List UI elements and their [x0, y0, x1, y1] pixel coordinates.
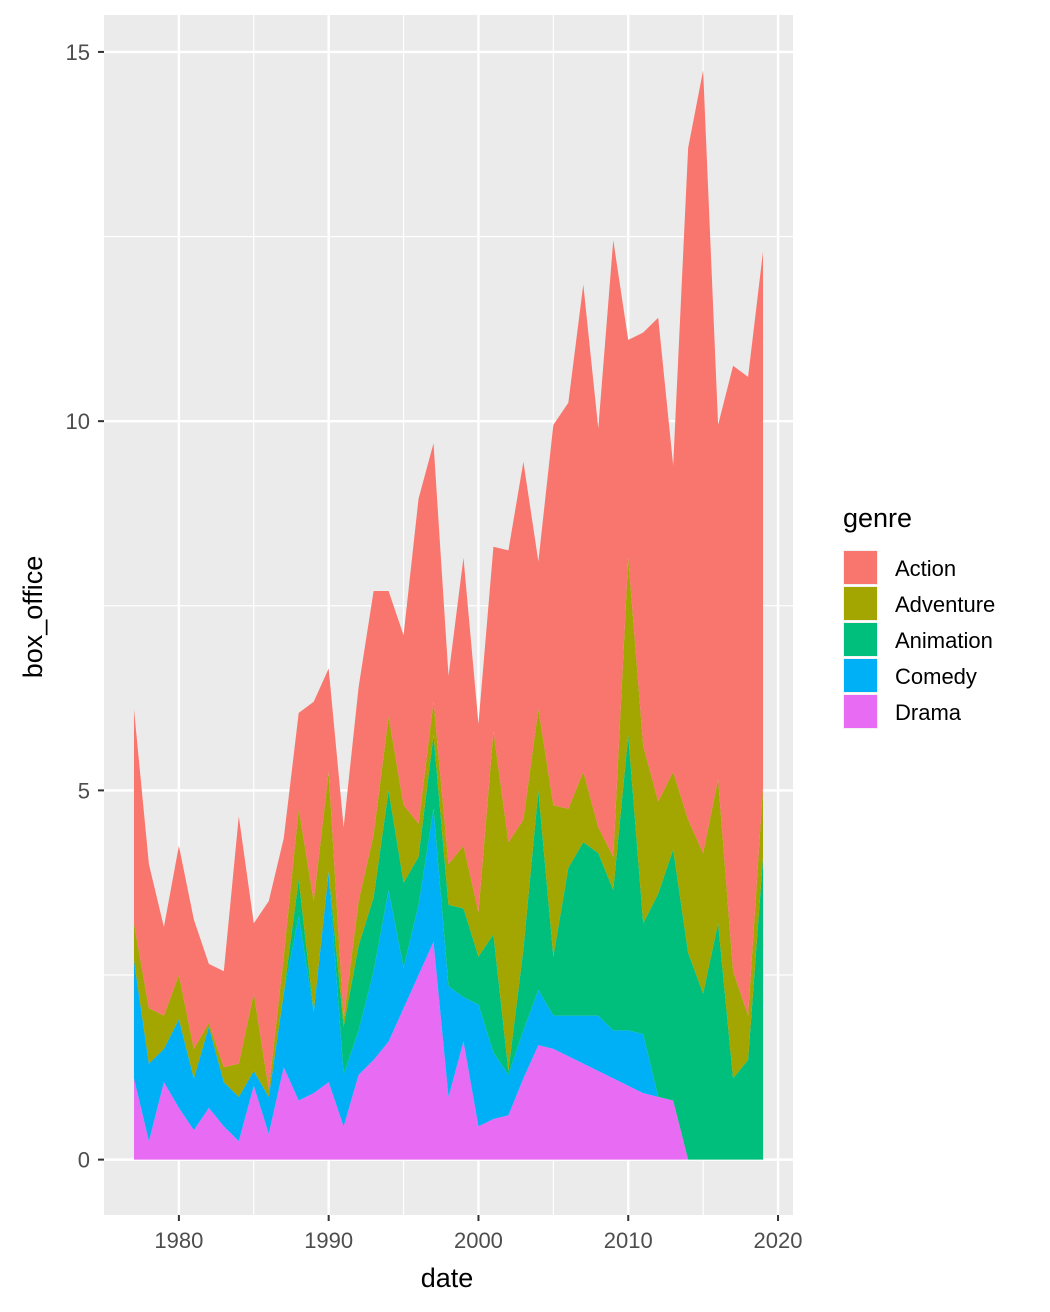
y-tick-label: 15: [66, 40, 90, 65]
legend-label-animation: Animation: [895, 628, 993, 653]
legend-label-comedy: Comedy: [895, 664, 977, 689]
area-series: [133, 70, 764, 1160]
x-tick-label: 2020: [754, 1228, 803, 1253]
legend: genre Action Adventure Animation Comedy Dram…: [843, 503, 995, 729]
y-tick-label: 0: [78, 1148, 90, 1173]
legend-label-adventure: Adventure: [895, 592, 995, 617]
legend-swatch-drama: [844, 695, 877, 728]
y-tick-label: 10: [66, 409, 90, 434]
x-tick-label: 2000: [454, 1228, 503, 1253]
legend-swatch-adventure: [844, 587, 877, 620]
y-tick-label: 5: [78, 778, 90, 803]
legend-label-action: Action: [895, 556, 956, 581]
x-tick-label: 1990: [304, 1228, 353, 1253]
x-axis-title: date: [421, 1263, 474, 1293]
legend-label-drama: Drama: [895, 700, 962, 725]
x-tick-label: 1980: [154, 1228, 203, 1253]
legend-title: genre: [843, 503, 912, 533]
legend-swatch-animation: [844, 623, 877, 656]
area-comedy: [133, 808, 764, 1160]
area-adventure: [133, 557, 764, 1097]
area-animation: [133, 735, 764, 1160]
legend-swatch-action: [844, 551, 877, 584]
y-axis-title: box_office: [18, 556, 48, 679]
x-tick-label: 2010: [604, 1228, 653, 1253]
y-axis: 0 5 10 15: [66, 40, 104, 1173]
area-drama: [133, 941, 764, 1160]
area-action: [133, 70, 764, 1090]
legend-swatch-comedy: [844, 659, 877, 692]
x-axis: 1980 1990 2000 2010 2020: [154, 1215, 802, 1253]
